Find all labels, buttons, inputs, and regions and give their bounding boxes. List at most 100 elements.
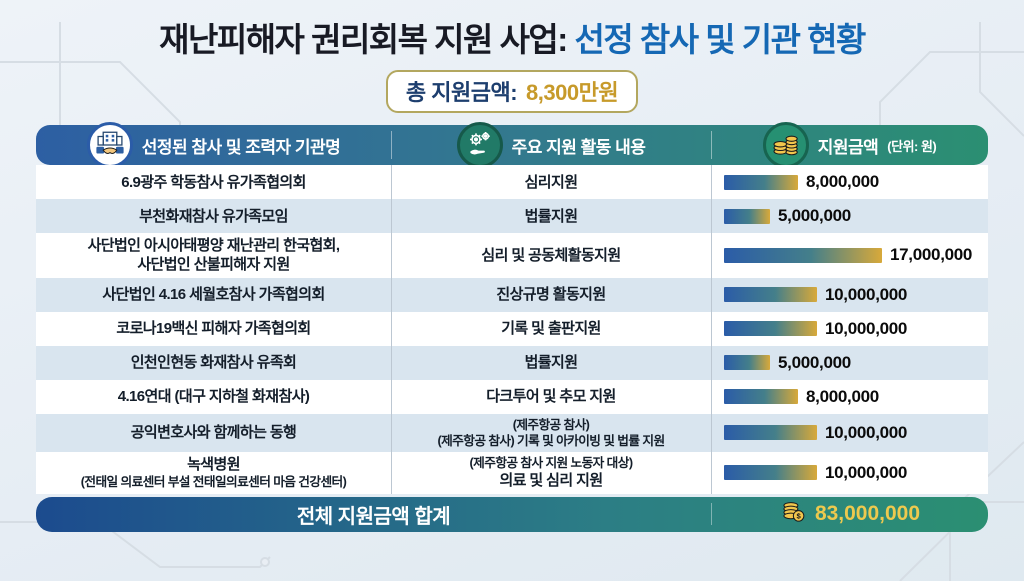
org-cell-text: 녹색병원 xyxy=(187,456,240,474)
table-row: 6.9광주 학동참사 유가족협의회 심리지원 8,000,000 xyxy=(36,165,988,200)
activity-cell-text: 심리지원 xyxy=(524,173,578,191)
org-cell-text: 부천화재참사 유가족모임 xyxy=(139,207,288,225)
org-cell-text: 4.16연대 (대구 지하철 화재참사) xyxy=(117,388,310,406)
activity-cell: 법률지원 xyxy=(391,199,711,233)
table-row: 부천화재참사 유가족모임 법률지원 5,000,000 xyxy=(36,199,988,234)
amount-bar xyxy=(724,425,817,441)
header-amount-column: 지원금액 (단위: 원) xyxy=(711,122,988,169)
activity-cell-text: (제주항공 참사) 기록 및 아카이빙 및 법률 지원 xyxy=(437,433,665,448)
activity-cell-text: 법률지원 xyxy=(524,207,578,225)
table-row: 인천인현동 화재참사 유족회 법률지원 5,000,000 xyxy=(36,345,988,380)
footer-divider xyxy=(711,502,712,526)
header-activity-column: 주요 지원 활동 내용 xyxy=(391,122,711,169)
org-cell: 인천인현동 화재참사 유족회 xyxy=(36,346,391,380)
org-cell-text: 코로나19백신 피해자 가족협의회 xyxy=(116,320,311,338)
amount-value: 10,000,000 xyxy=(825,462,908,482)
amount-cell: 8,000,000 xyxy=(711,380,988,414)
amount-bar xyxy=(724,321,817,337)
footer-total-value: 83,000,000 xyxy=(814,502,921,526)
org-cell: 4.16연대 (대구 지하철 화재참사) xyxy=(36,380,391,414)
amount-cell: 5,000,000 xyxy=(711,199,988,233)
activity-cell: (제주항공 참사 지원 노동자 대상) 의료 및 심리 지원 xyxy=(391,452,711,493)
activity-cell-text: 법률지원 xyxy=(524,354,578,372)
amount-bar xyxy=(724,389,798,405)
amount-cell: 10,000,000 xyxy=(711,312,988,346)
amount-cell: 10,000,000 xyxy=(711,278,988,312)
amount-cell: 17,000,000 xyxy=(711,233,988,277)
header-org-label: 선정된 참사 및 조력자 기관명 xyxy=(141,137,341,157)
activity-cell-text: 진상규명 활동지원 xyxy=(496,286,606,304)
amount-value: 8,000,000 xyxy=(806,172,879,192)
org-cell-text: 사단법인 아시아태평양 재난관리 한국협회, xyxy=(87,237,340,255)
activity-cell-text: 기록 및 출판지원 xyxy=(501,320,601,338)
column-divider xyxy=(391,165,392,494)
coins-icon xyxy=(762,122,809,169)
header-amount-label: 지원금액 xyxy=(817,137,879,157)
org-cell: 부천화재참사 유가족모임 xyxy=(36,199,391,233)
amount-bar xyxy=(724,247,882,263)
activity-cell-text: 의료 및 심리 지원 xyxy=(499,472,603,490)
activity-cell-text: (제주항공 참사 지원 노동자 대상) xyxy=(469,456,634,471)
table-rows: 6.9광주 학동참사 유가족협의회 심리지원 8,000,000 부천화재참사 유가족… xyxy=(36,165,988,494)
svg-text:$: $ xyxy=(796,512,801,521)
table-row: 4.16연대 (대구 지하철 화재참사) 다크투어 및 추모 지원 8,000,00… xyxy=(36,379,988,414)
amount-value: 17,000,000 xyxy=(890,245,973,265)
activity-cell: 기록 및 출판지원 xyxy=(391,312,711,346)
infographic-canvas: 재난피해자 권리회복 지원 사업: 선정 참사 및 기관 현황 총 지원금액: … xyxy=(0,21,1024,581)
table-row: 사단법인 아시아태평양 재난관리 한국협회, 사단법인 산불피해자 지원 심리 및 … xyxy=(36,233,988,278)
header-activity-label: 주요 지원 활동 내용 xyxy=(511,137,646,157)
org-cell: 사단법인 4.16 세월호참사 가족협의회 xyxy=(36,278,391,312)
column-divider xyxy=(711,165,712,494)
org-cell: 녹색병원 (전태일 의료센터 부설 전태일의료센터 마음 건강센터) xyxy=(36,452,391,493)
amount-value: 5,000,000 xyxy=(778,352,851,372)
amount-value: 10,000,000 xyxy=(825,318,908,338)
amount-cell: 8,000,000 xyxy=(711,165,988,199)
amount-cell: 5,000,000 xyxy=(711,346,988,380)
activity-cell: 심리지원 xyxy=(391,165,711,199)
amount-cell: 10,000,000 xyxy=(711,414,988,453)
total-amount-badge: 총 지원금액: 8,300만원 xyxy=(385,70,639,114)
header-divider xyxy=(391,131,392,160)
building-handshake-icon xyxy=(86,122,133,169)
amount-bar xyxy=(724,174,798,190)
activity-cell: (제주항공 참사) (제주항공 참사) 기록 및 아카이빙 및 법률 지원 xyxy=(391,414,711,453)
hand-gears-icon xyxy=(456,122,503,169)
total-amount-label: 총 지원금액: xyxy=(405,80,518,106)
table-footer: 전체 지원금액 합계 $ 83,000,000 xyxy=(36,496,988,532)
activity-cell-text: 다크투어 및 추모 지원 xyxy=(486,388,616,406)
org-cell: 사단법인 아시아태평양 재난관리 한국협회, 사단법인 산불피해자 지원 xyxy=(36,233,391,277)
org-cell: 공익변호사와 함께하는 동행 xyxy=(36,414,391,453)
org-cell-text: 공익변호사와 함께하는 동행 xyxy=(130,424,297,442)
activity-cell: 법률지원 xyxy=(391,346,711,380)
activity-cell-text: (제주항공 참사) xyxy=(512,417,590,432)
amount-cell: 10,000,000 xyxy=(711,452,988,493)
page-title: 재난피해자 권리회복 지원 사업: 선정 참사 및 기관 현황 xyxy=(0,21,1024,58)
org-cell-text: 6.9광주 학동참사 유가족협의회 xyxy=(121,173,306,191)
amount-bar xyxy=(724,355,770,371)
activity-cell: 진상규명 활동지원 xyxy=(391,278,711,312)
amount-bar xyxy=(724,465,817,481)
header-org-column: 선정된 참사 및 조력자 기관명 xyxy=(36,122,391,169)
page-title-accent: 선정 참사 및 기관 현황 xyxy=(574,21,866,58)
coins-dollar-icon: $ xyxy=(779,497,807,531)
amount-value: 8,000,000 xyxy=(806,386,879,406)
table-header: 선정된 참사 및 조력자 기관명 주요 지원 활동 내용 xyxy=(36,122,988,169)
amount-bar xyxy=(724,208,770,224)
amount-value: 10,000,000 xyxy=(825,422,908,442)
page-title-main: 재난피해자 권리회복 지원 사업: xyxy=(159,21,568,58)
total-amount-value: 8,300만원 xyxy=(526,80,619,106)
table-row: 녹색병원 (전태일 의료센터 부설 전태일의료센터 마음 건강센터) (제주항공 참… xyxy=(36,452,988,494)
org-cell-text: 사단법인 산불피해자 지원 xyxy=(137,256,290,274)
support-table: 선정된 참사 및 조력자 기관명 주요 지원 활동 내용 xyxy=(36,122,988,532)
activity-cell: 심리 및 공동체활동지원 xyxy=(391,233,711,277)
org-cell-text: 인천인현동 화재참사 유족회 xyxy=(130,354,297,372)
org-cell-text: 사단법인 4.16 세월호참사 가족협의회 xyxy=(102,286,325,304)
org-cell: 코로나19백신 피해자 가족협의회 xyxy=(36,312,391,346)
table-row: 공익변호사와 함께하는 동행 (제주항공 참사) (제주항공 참사) 기록 및 아카… xyxy=(36,413,988,453)
org-cell: 6.9광주 학동참사 유가족협의회 xyxy=(36,165,391,199)
footer-total-label: 전체 지원금액 합계 xyxy=(296,505,451,528)
amount-bar xyxy=(724,287,817,303)
table-row: 코로나19백신 피해자 가족협의회 기록 및 출판지원 10,000,000 xyxy=(36,311,988,346)
table-row: 사단법인 4.16 세월호참사 가족협의회 진상규명 활동지원 10,000,000 xyxy=(36,277,988,312)
amount-value: 5,000,000 xyxy=(778,206,851,226)
